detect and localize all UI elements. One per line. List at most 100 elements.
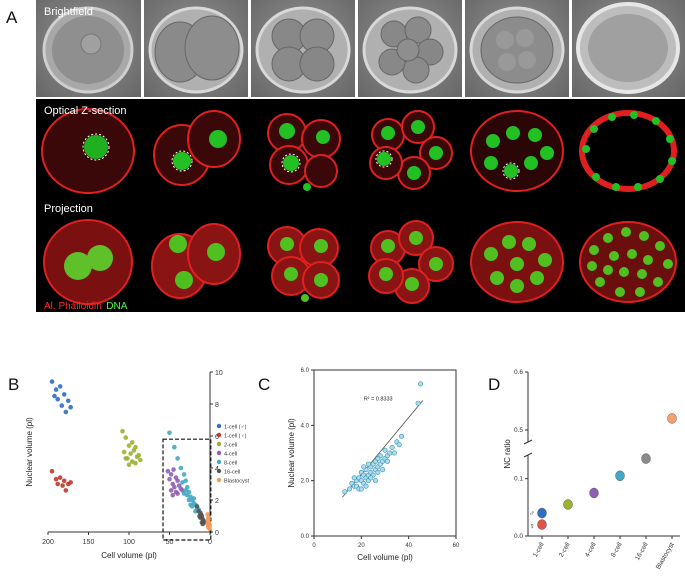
x-tick-label: 40: [405, 543, 412, 549]
x-tick-label: 1-cell: [532, 541, 546, 558]
data-point: [175, 456, 180, 461]
data-point: [68, 404, 73, 410]
x-tick-label: 150: [83, 539, 95, 546]
y-tick-label: 0.5: [514, 427, 523, 434]
legend-label: Blastocyst: [224, 479, 250, 485]
y-tick-label: 10: [215, 370, 223, 377]
y-tick-label: 0: [215, 530, 219, 537]
data-point: [131, 448, 137, 453]
y-tick-label: 6: [215, 434, 219, 441]
data-point: [49, 379, 55, 384]
legend-label: 2-cell: [224, 443, 237, 449]
y-axis-title: Nuclear volume (pl): [25, 417, 34, 487]
y-tick-label: 0.0: [514, 533, 523, 540]
data-point: [365, 461, 371, 467]
x-tick-label: 4-cell: [584, 541, 598, 558]
data-point: [168, 472, 174, 477]
inset-region-box: [162, 438, 212, 541]
legend-label: 1-cell (♀): [224, 434, 247, 440]
data-point: [65, 398, 71, 404]
data-point: [172, 484, 177, 490]
x-tick-label: 200: [42, 539, 54, 546]
data-point: [53, 387, 59, 392]
data-point: [358, 486, 364, 492]
stain-caption-green: DNA: [106, 301, 128, 312]
data-point: [175, 491, 180, 496]
data-point: [206, 516, 211, 522]
data-point: [63, 488, 69, 493]
data-point: [120, 428, 125, 434]
data-point: [641, 453, 651, 464]
y-tick-label: 6.0: [301, 368, 310, 374]
x-tick-label: 0: [208, 539, 212, 546]
data-point: [197, 513, 202, 519]
data-point: [181, 491, 187, 496]
data-point: [375, 456, 381, 462]
data-point: [61, 392, 67, 397]
data-point: [537, 519, 547, 530]
data-point: [59, 403, 65, 408]
legend-label: 1-cell (♂): [224, 425, 247, 431]
data-point: [382, 447, 388, 453]
data-point: [373, 478, 379, 484]
data-point: [191, 496, 197, 501]
r-squared-label: R² = 0.8333: [364, 396, 393, 402]
legend-marker: [216, 459, 222, 465]
x-tick-label: 16-cell: [634, 541, 650, 562]
x-tick-label: 100: [123, 539, 135, 546]
data-point: [391, 450, 397, 456]
data-point: [60, 483, 65, 488]
data-point: [170, 492, 176, 498]
y-tick-label: 4: [215, 466, 219, 473]
optical-tile-3: [251, 99, 355, 196]
y-tick-label: 0.6: [514, 369, 523, 376]
data-point: [57, 475, 63, 480]
brightfield-tile-2: [144, 0, 248, 97]
optical-tile-2: [144, 99, 248, 196]
data-point: [387, 450, 393, 456]
data-point: [389, 444, 395, 450]
data-point: [57, 384, 63, 389]
projection-tile-5: [465, 210, 569, 310]
row-label-brightfield: Brightfield: [44, 6, 93, 18]
data-point: [615, 470, 625, 482]
data-point: [589, 487, 599, 499]
brightfield-tile-1: [36, 0, 141, 97]
female-symbol: ♀: [529, 522, 535, 531]
x-tick-label: 0: [312, 543, 316, 549]
data-point: [167, 476, 172, 482]
legend-marker: [216, 450, 222, 456]
chart-c: 0 20 40 60 0.0 2.0 4.0 6.0 Cell volume (pl) Nucle…: [287, 368, 460, 562]
y-axis-title: Nuclear volume (pl): [287, 418, 296, 488]
data-point: [126, 462, 132, 468]
panel-a-letter: A: [6, 8, 18, 27]
projection-tile-6: [572, 210, 685, 310]
x-tick-label: 50: [166, 539, 174, 546]
data-point: [129, 440, 135, 445]
data-point: [181, 472, 187, 477]
data-point: [193, 508, 198, 514]
legend-marker: [216, 468, 222, 474]
data-point: [55, 481, 61, 487]
micrograph-grid: Brightfield Optical Z-section Projection…: [36, 0, 685, 312]
trend-line: [342, 400, 424, 498]
data-point: [49, 468, 55, 474]
legend-marker: [216, 441, 222, 447]
data-point: [375, 469, 381, 475]
x-axis-title: Cell volume (pl): [357, 553, 413, 562]
stain-caption: Al. Phalloidin DNA: [44, 296, 127, 314]
plot-frame: [313, 369, 457, 537]
data-point: [121, 449, 127, 455]
brightfield-tile-5: [465, 0, 569, 97]
data-point: [133, 460, 138, 466]
data-point: [537, 507, 547, 519]
data-point: [52, 393, 57, 399]
data-point: [399, 433, 405, 439]
data-point: [126, 443, 132, 448]
axis-break-mark: [523, 439, 533, 445]
data-point: [205, 524, 211, 530]
data-point: [167, 430, 172, 436]
data-point: [168, 488, 174, 493]
brightfield-tile-6: [572, 0, 685, 97]
optical-tile-5: [465, 99, 569, 196]
